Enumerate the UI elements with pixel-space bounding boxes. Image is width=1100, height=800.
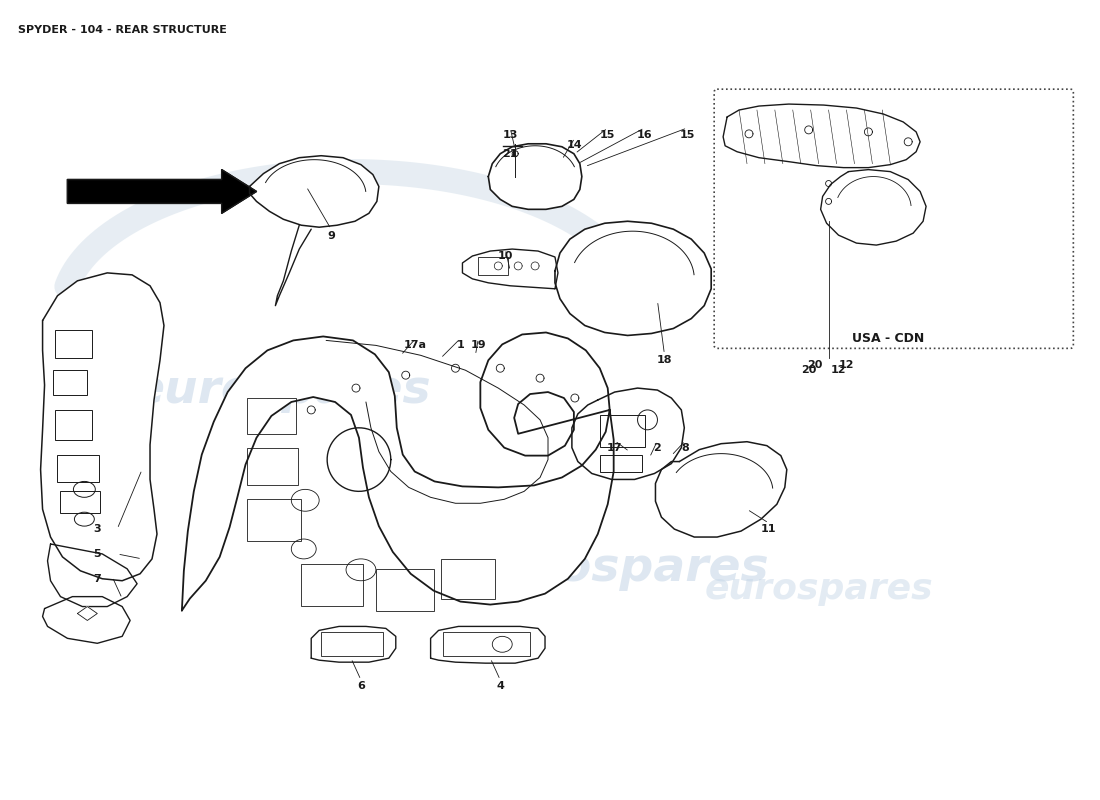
Bar: [376, 569, 433, 610]
Bar: [600, 415, 645, 446]
Text: 2: 2: [653, 442, 661, 453]
Text: 8: 8: [681, 442, 690, 453]
Text: 15: 15: [600, 130, 615, 140]
Text: 18: 18: [657, 355, 672, 366]
Text: 12: 12: [830, 366, 846, 375]
Text: 4: 4: [496, 681, 504, 691]
Bar: [60, 491, 100, 514]
Text: 12: 12: [838, 360, 855, 370]
Bar: [600, 454, 641, 473]
Text: 5: 5: [94, 549, 101, 559]
Text: 20: 20: [801, 366, 816, 375]
Text: 6: 6: [358, 681, 365, 691]
Polygon shape: [656, 442, 786, 537]
Bar: [442, 632, 530, 656]
Bar: [246, 499, 301, 541]
Bar: [301, 564, 363, 606]
Text: eurospares: eurospares: [704, 572, 933, 606]
Bar: [55, 410, 92, 440]
Bar: [55, 330, 92, 358]
Text: 17a: 17a: [404, 340, 427, 350]
Text: 16: 16: [637, 130, 652, 140]
Text: 17: 17: [607, 442, 623, 453]
Polygon shape: [77, 606, 97, 621]
Text: 10: 10: [497, 251, 513, 261]
Polygon shape: [488, 144, 582, 210]
Text: 13: 13: [503, 130, 518, 140]
Polygon shape: [430, 626, 544, 663]
Polygon shape: [41, 273, 164, 581]
Polygon shape: [572, 388, 684, 479]
Bar: [441, 559, 495, 598]
Text: 3: 3: [94, 524, 101, 534]
Text: 7: 7: [94, 574, 101, 584]
Text: 14: 14: [568, 140, 583, 150]
Text: eurospares: eurospares: [132, 367, 431, 413]
Polygon shape: [67, 170, 256, 214]
Polygon shape: [311, 626, 396, 662]
Text: 11: 11: [761, 524, 777, 534]
Text: 21: 21: [503, 149, 518, 158]
Polygon shape: [556, 222, 712, 335]
Polygon shape: [182, 333, 614, 610]
Bar: [53, 370, 87, 395]
Text: 15: 15: [680, 130, 695, 140]
FancyBboxPatch shape: [714, 89, 1074, 348]
Text: 19: 19: [471, 340, 486, 350]
Polygon shape: [47, 544, 138, 606]
Bar: [246, 398, 296, 434]
Polygon shape: [462, 249, 558, 289]
Polygon shape: [250, 156, 378, 227]
Bar: [57, 454, 99, 482]
Bar: [321, 632, 383, 656]
Text: 9: 9: [327, 231, 336, 241]
Text: 20: 20: [807, 360, 823, 370]
Polygon shape: [821, 170, 926, 245]
Bar: [478, 257, 508, 275]
Polygon shape: [43, 597, 130, 643]
Text: SPYDER - 104 - REAR STRUCTURE: SPYDER - 104 - REAR STRUCTURE: [18, 25, 227, 34]
Text: eurospares: eurospares: [471, 546, 769, 591]
Text: 1: 1: [456, 340, 464, 350]
Polygon shape: [723, 104, 920, 168]
Bar: [246, 448, 298, 486]
Text: USA - CDN: USA - CDN: [852, 333, 924, 346]
